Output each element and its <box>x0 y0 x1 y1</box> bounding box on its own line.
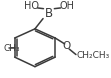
Text: HO: HO <box>24 1 39 11</box>
Text: OH: OH <box>59 1 74 11</box>
Text: B: B <box>45 7 53 20</box>
Text: O: O <box>63 41 71 51</box>
Text: CH₂CH₃: CH₂CH₃ <box>76 51 110 60</box>
Text: CH₃: CH₃ <box>4 44 20 53</box>
